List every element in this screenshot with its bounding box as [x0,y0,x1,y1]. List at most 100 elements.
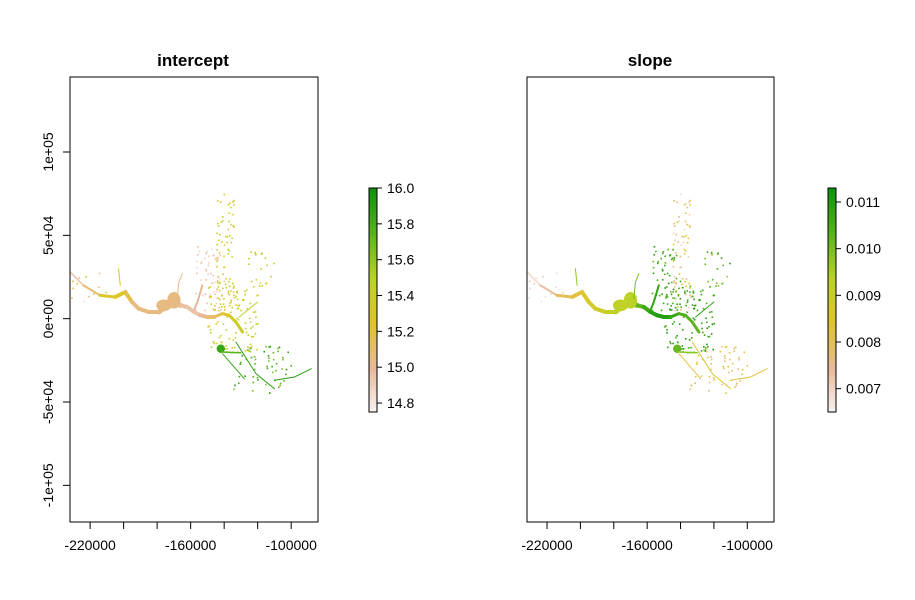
raster-cell [252,376,254,378]
raster-cell [205,252,208,255]
colorbar-swatch [369,232,377,237]
colorbar-swatch [369,367,377,372]
raster-cell [218,290,221,293]
raster-cell [671,258,673,261]
raster-cell [684,250,687,252]
y-tick-label: -1e+05 [40,463,56,507]
colorbar-tick-label: 15.6 [387,252,414,268]
raster-cell [684,293,687,296]
raster-cell [227,248,229,251]
raster-cell [707,336,709,338]
raster-cell [728,371,730,374]
raster-cell [207,273,209,276]
raster-cell [236,290,238,293]
raster-cell [278,346,281,349]
colorbar-swatch [828,288,836,293]
raster-cell [197,246,199,248]
raster-cell [210,303,212,305]
raster-cell [676,303,678,305]
raster-cell [685,202,687,205]
raster-cell [702,307,705,310]
raster-cell [225,329,228,331]
raster-cell [652,266,655,269]
raster-cell [263,350,265,353]
raster-cell [700,293,703,296]
raster-cell [265,345,267,348]
raster-cell [722,365,725,368]
raster-cell [266,367,269,370]
raster-cell [204,293,207,295]
colorbar-swatch [369,288,377,293]
raster-cell [696,309,699,312]
colorbar-swatch [828,382,836,387]
colorbar-swatch [369,277,377,282]
colorbar-swatch [369,307,377,312]
raster-cell [227,290,230,293]
raster-cell [703,349,705,351]
colorbar-tick-label: 14.8 [387,395,414,411]
raster-cell [229,285,231,288]
raster-cell [231,256,233,258]
raster-cell [706,251,709,253]
raster-cell [209,329,212,331]
raster-cell [686,299,689,302]
raster-cell [227,280,230,283]
raster-cell [228,212,230,214]
intercept-x-axis: -220000 -160000 -100000 [64,522,317,553]
raster-cell [210,248,213,251]
raster-cell [672,248,674,251]
raster-cell [694,382,696,384]
raster-cell [212,274,214,277]
raster-cell [668,282,670,285]
river-segment [691,341,732,390]
colorbar-swatch [369,244,377,249]
lake-blob [216,344,225,353]
raster-cell [245,331,248,334]
raster-cell [721,282,724,285]
colorbar-swatch [369,255,377,260]
raster-cell [689,287,691,289]
raster-cell [693,319,696,321]
raster-cell [216,243,218,246]
raster-cell [522,291,524,293]
raster-cell [677,294,680,296]
raster-cell [562,291,564,294]
raster-cell [246,349,249,351]
raster-cell [678,216,680,218]
raster-cell [702,289,704,292]
raster-cell [683,235,685,238]
raster-cell [709,286,711,288]
raster-cell [250,251,253,253]
colorbar-swatch [828,281,836,286]
colorbar-swatch [369,191,377,196]
river-segment [695,301,715,318]
raster-cell [265,383,267,386]
raster-cell [219,298,221,301]
raster-cell [233,294,235,296]
raster-cell [207,264,210,267]
raster-cell [684,280,686,283]
raster-cell [683,248,686,251]
river-segment [118,268,121,286]
raster-cell [684,292,686,294]
river-segment [234,320,245,334]
raster-cell [691,295,694,298]
river-segment [684,313,694,324]
raster-cell [217,280,219,282]
raster-cell [245,289,248,292]
colorbar-swatch [369,199,377,204]
raster-cell [678,323,681,325]
raster-cell [708,390,710,392]
raster-cell [278,386,280,389]
raster-cell [255,254,257,256]
colorbar-swatch [369,258,377,264]
intercept-title: intercept [157,51,229,70]
raster-cell [232,282,234,285]
colorbar-swatch [828,292,836,297]
colorbar-tick-label: 15.8 [387,216,414,232]
raster-cell [250,345,253,348]
raster-cell [689,285,692,288]
raster-cell [709,355,712,358]
colorbar-swatch [828,244,836,249]
raster-cell [679,255,682,258]
